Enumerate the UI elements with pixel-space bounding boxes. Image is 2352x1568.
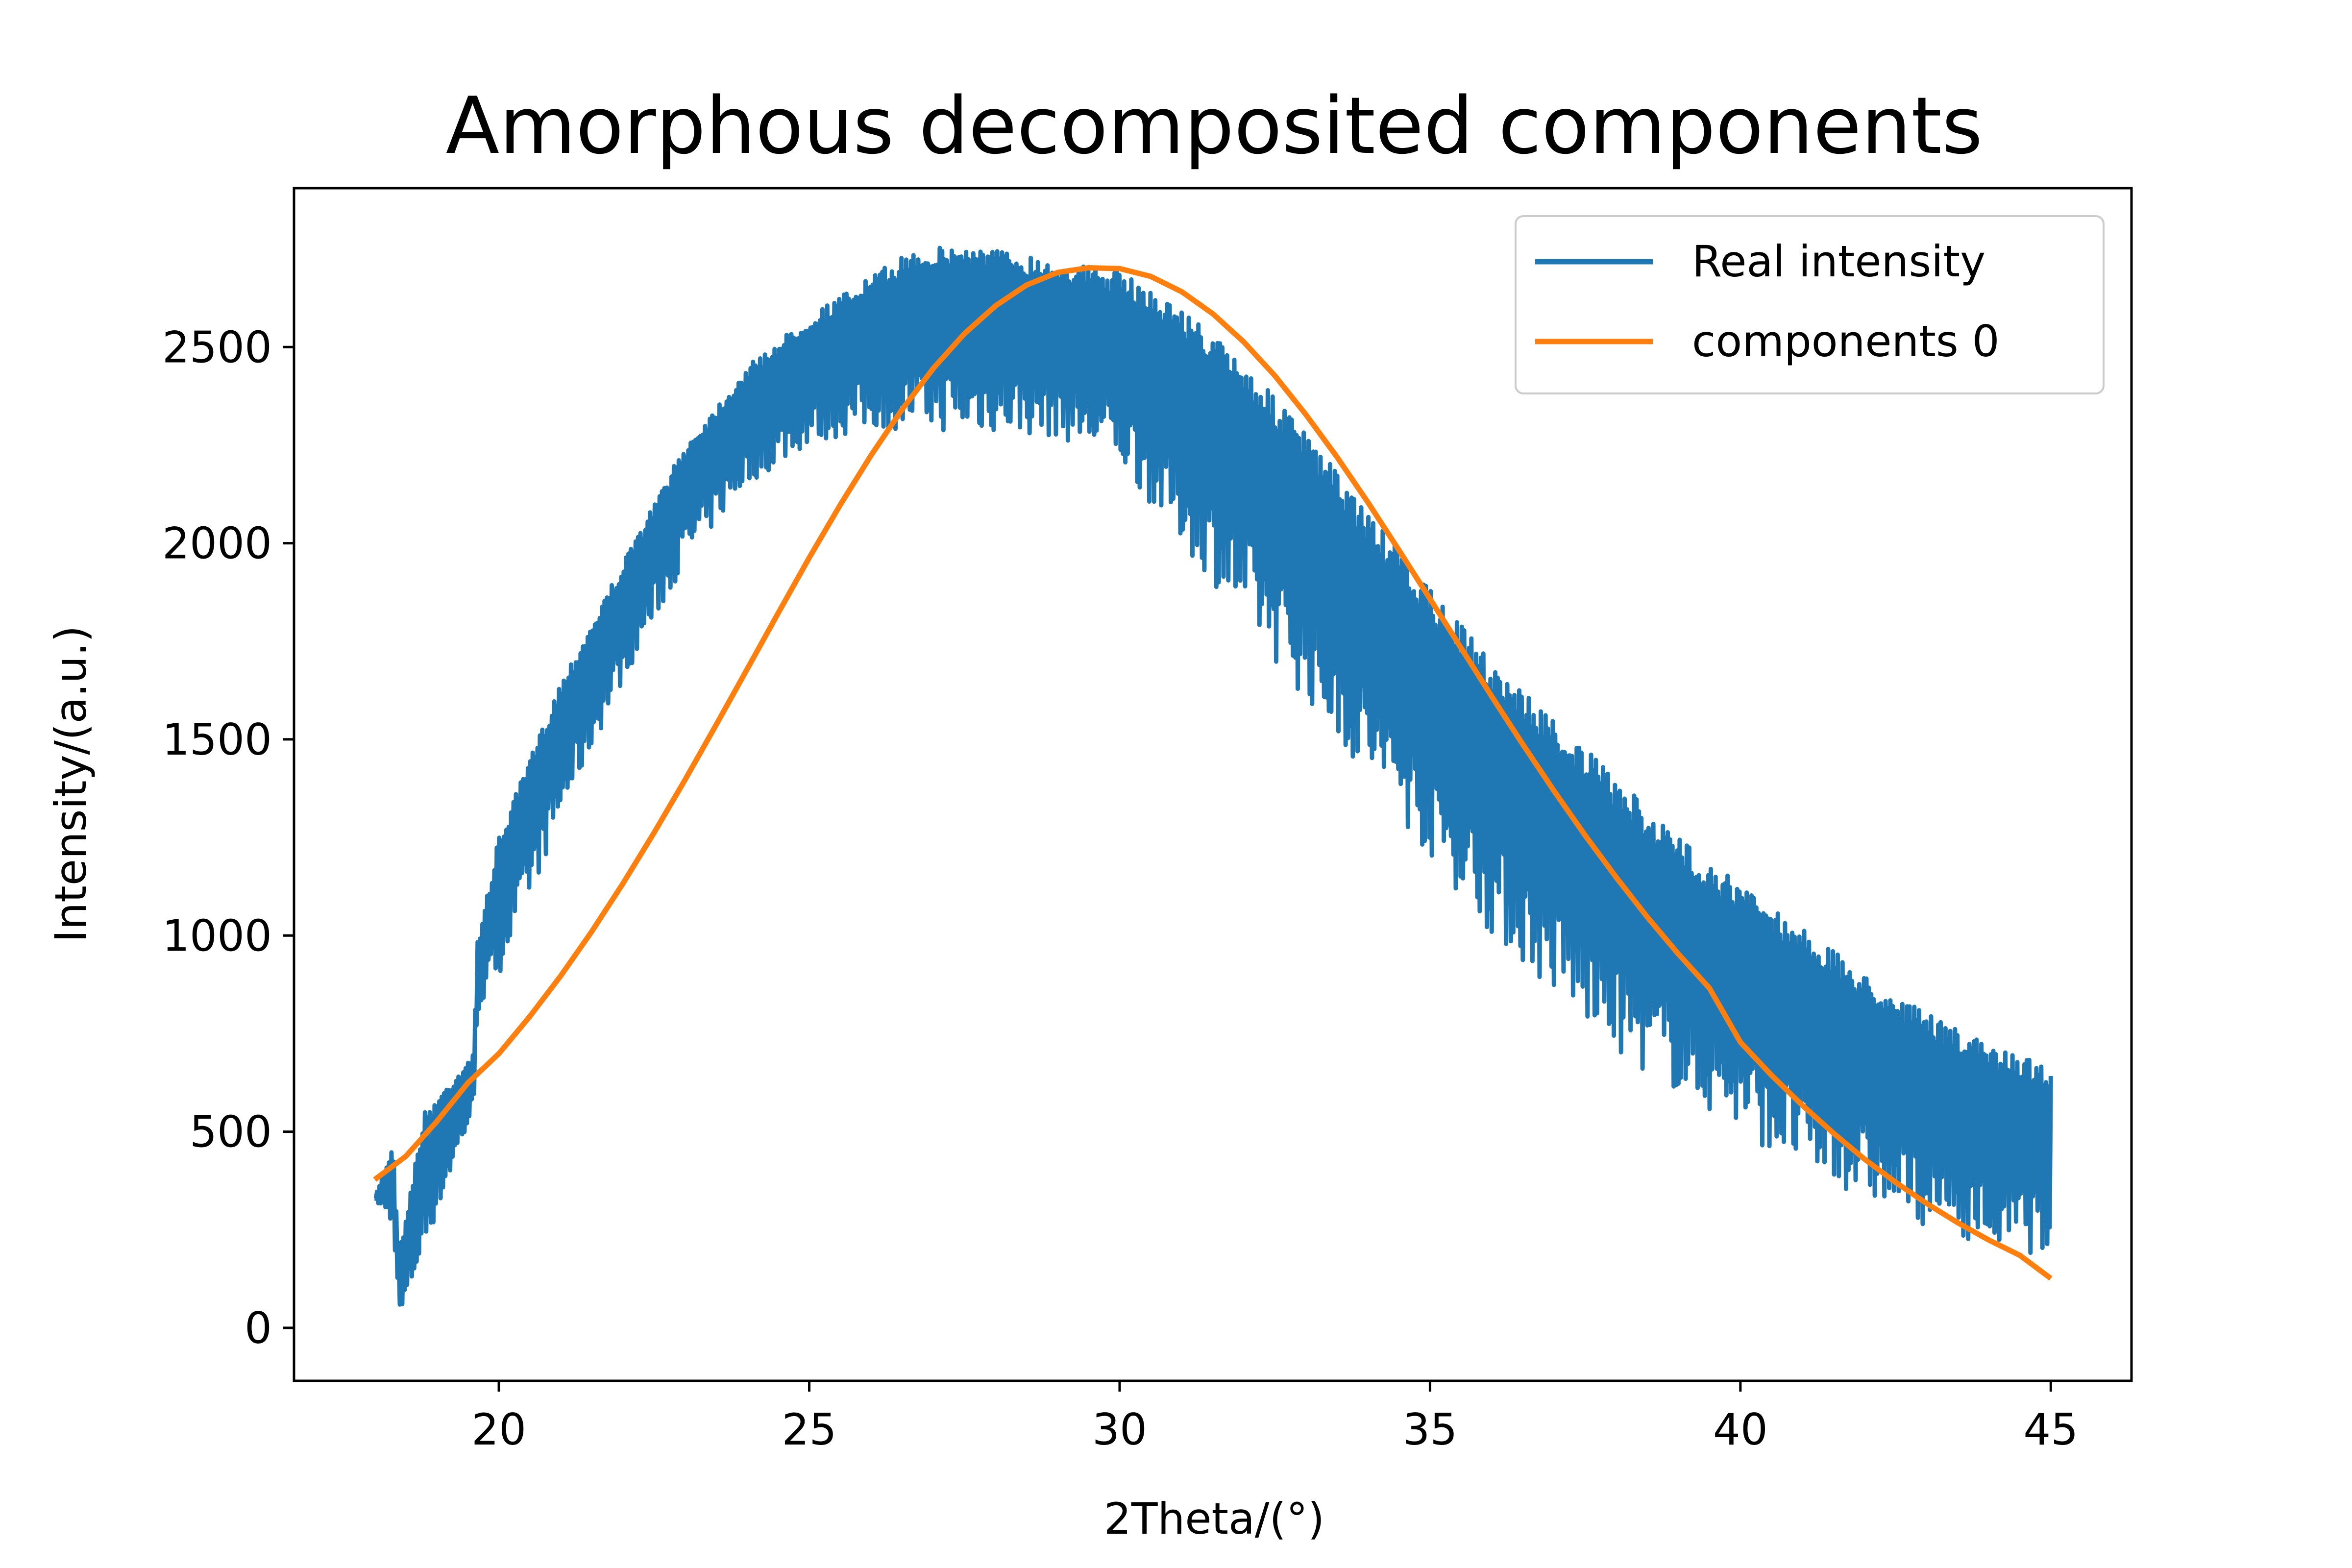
y-axis-label: Intensity/(a.u.)	[46, 626, 96, 943]
x-tick-label: 20	[471, 1404, 526, 1455]
x-tick-label: 35	[1402, 1404, 1457, 1455]
x-tick-label: 40	[1713, 1404, 1768, 1455]
x-axis-ticks: 20 25 30 35 40 45	[471, 1381, 2078, 1455]
legend-box	[1515, 215, 2105, 394]
x-tick-label: 25	[782, 1404, 837, 1455]
y-tick-label: 1500	[162, 714, 272, 765]
chart-title: Amorphous decomposited components	[446, 80, 1983, 172]
x-tick-label: 45	[2023, 1404, 2078, 1455]
y-axis-ticks: 0 500 1000 1500 2000 2500	[162, 322, 294, 1353]
x-axis-label: 2Theta/(°)	[1104, 1494, 1324, 1544]
legend: Real intensity components 0	[1515, 215, 2105, 394]
y-tick-label: 500	[190, 1107, 272, 1157]
series-line-real-intensity	[373, 245, 2053, 1307]
y-tick-label: 1000	[162, 910, 272, 961]
x-tick-label: 30	[1092, 1404, 1147, 1455]
legend-label-components-0: components 0	[1692, 316, 2000, 367]
y-tick-label: 0	[245, 1303, 272, 1353]
legend-label-real-intensity: Real intensity	[1692, 236, 1985, 287]
y-tick-label: 2000	[162, 518, 272, 569]
series-line-components-0	[373, 265, 2053, 1281]
plot-frame	[293, 187, 2133, 1382]
data-layer	[373, 245, 2053, 1307]
y-tick-label: 2500	[162, 322, 272, 372]
